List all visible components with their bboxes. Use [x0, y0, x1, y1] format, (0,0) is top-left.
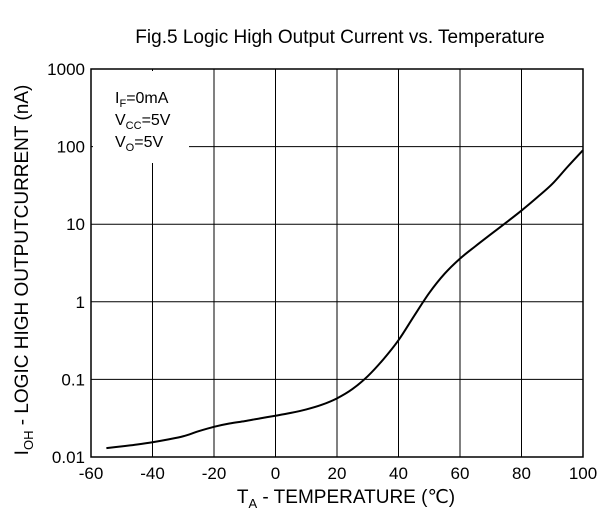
chart-title: Fig.5 Logic High Output Current vs. Temp… — [135, 27, 544, 48]
x-axis-ticks: -60 -40 -20 0 20 40 60 80 100 — [79, 464, 597, 483]
condition-subscript: F — [119, 98, 126, 110]
x-tick-label: 100 — [569, 464, 597, 483]
x-tick-label: 60 — [451, 464, 470, 483]
conditions-background — [93, 71, 189, 163]
condition-value: =5V — [134, 134, 163, 151]
y-axis-label-text: - LOGIC HIGH OUTPUTCURRENT (nA) — [12, 85, 33, 431]
condition-value: =5V — [142, 112, 171, 129]
x-axis-label-text: - TEMPERATURE (℃) — [257, 487, 455, 508]
x-tick-label: 0 — [271, 464, 280, 483]
x-axis-label-subscript: A — [248, 496, 257, 511]
condition-value: =0mA — [126, 90, 169, 107]
x-axis-label-symbol: T — [237, 487, 249, 508]
x-tick-label: 20 — [328, 464, 347, 483]
y-tick-label: 10 — [66, 215, 85, 234]
condition-line: VO=5V — [115, 134, 163, 154]
condition-subscript: CC — [126, 120, 142, 132]
plot-frame — [90, 68, 584, 458]
y-axis-label-symbol: I — [12, 450, 33, 455]
x-axis-label: TA - TEMPERATURE (℃) — [237, 487, 455, 511]
condition-subscript: O — [126, 142, 135, 154]
condition-symbol: V — [115, 112, 126, 129]
series-line — [106, 149, 584, 450]
condition-symbol: I — [115, 90, 119, 107]
condition-symbol: V — [115, 134, 126, 151]
x-tick-label: -20 — [202, 464, 227, 483]
x-tick-label: 40 — [389, 464, 408, 483]
x-tick-label: -60 — [79, 464, 104, 483]
y-tick-label: 100 — [57, 138, 85, 157]
y-tick-label: 0.1 — [61, 370, 85, 389]
y-tick-label: 0.01 — [52, 448, 85, 467]
y-tick-label: 1 — [76, 293, 85, 312]
condition-line: VCC=5V — [115, 112, 171, 132]
condition-line: IF=0mA — [115, 90, 169, 110]
y-axis-label-subscript: OH — [21, 431, 36, 451]
x-tick-label: 80 — [512, 464, 531, 483]
x-tick-label: -40 — [140, 464, 165, 483]
y-axis-label: IOH - LOGIC HIGH OUTPUTCURRENT (nA) — [12, 85, 36, 456]
y-tick-label: 1000 — [47, 60, 85, 79]
y-axis-ticks: 0.01 0.1 1 10 100 1000 — [47, 60, 85, 467]
